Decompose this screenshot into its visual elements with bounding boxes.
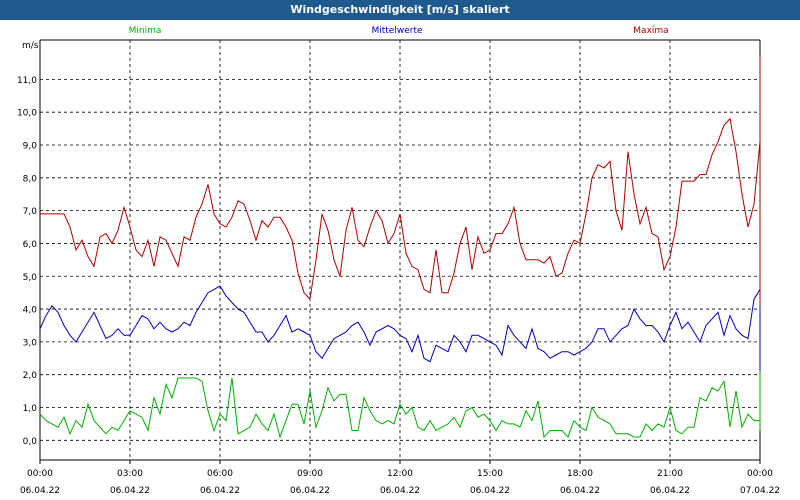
x-tick-time-label: 21:00: [657, 469, 683, 479]
chart-title: Windgeschwindigkeit [m/s] skaliert: [290, 3, 510, 16]
y-tick-label: 8,0: [23, 174, 38, 184]
x-tick-date-label: 06.04.22: [470, 486, 510, 496]
y-tick-label: 2,0: [23, 371, 38, 381]
x-tick-date-label: 06.04.22: [650, 486, 690, 496]
x-tick-time-label: 18:00: [567, 469, 593, 479]
x-tick-date-label: 06.04.22: [20, 486, 60, 496]
x-tick-date-label: 06.04.22: [110, 486, 150, 496]
series-layer: [39, 56, 761, 439]
x-tick-time-label: 06:00: [207, 469, 233, 479]
series-line-mittelwerte: [39, 259, 761, 372]
y-tick-label: 1,0: [23, 404, 38, 414]
x-tick-date-label: 06.04.22: [560, 486, 600, 496]
grid-layer: [40, 40, 760, 460]
y-tick-label: 11,0: [17, 76, 37, 86]
axis-ticks: 0,0 1,0 2,0 3,0 4,0 5,0 6,0 7,0 8,0 9,0 10,0 11,0 00…: [17, 76, 780, 496]
y-tick-label: 0,0: [23, 437, 38, 447]
x-tick-date-label: 06.04.22: [290, 486, 330, 496]
legend-entry-maxima: Maxima: [633, 26, 668, 36]
x-tick-date-label: 07.04.22: [740, 486, 780, 496]
x-tick-time-label: 00:00: [747, 469, 773, 479]
x-tick-date-label: 06.04.22: [380, 486, 420, 496]
x-tick-time-label: 00:00: [27, 469, 53, 479]
legend-entry-minima: Minima: [129, 26, 162, 36]
y-tick-label: 5,0: [23, 273, 38, 283]
y-tick-label: 4,0: [23, 306, 38, 316]
legend-entry-mittelwerte: Mittelwerte: [371, 26, 422, 36]
y-tick-label: 7,0: [23, 207, 38, 217]
legend: Minima Mittelwerte Maxima: [129, 26, 669, 36]
y-tick-label: 10,0: [17, 109, 37, 119]
series-line-minima: [39, 361, 761, 439]
x-tick-time-label: 09:00: [297, 469, 323, 479]
y-tick-label: 6,0: [23, 240, 38, 250]
chart-title-bar: Windgeschwindigkeit [m/s] skaliert: [0, 0, 800, 20]
y-tick-label: 3,0: [23, 338, 38, 348]
x-tick-date-label: 06.04.22: [200, 486, 240, 496]
x-tick-time-label: 12:00: [387, 469, 413, 479]
x-tick-time-label: 03:00: [117, 469, 143, 479]
x-tick-time-label: 15:00: [477, 469, 503, 479]
y-tick-label: 9,0: [23, 142, 38, 152]
y-axis-unit-label: m/s: [22, 41, 39, 51]
series-line-maxima: [40, 56, 761, 306]
